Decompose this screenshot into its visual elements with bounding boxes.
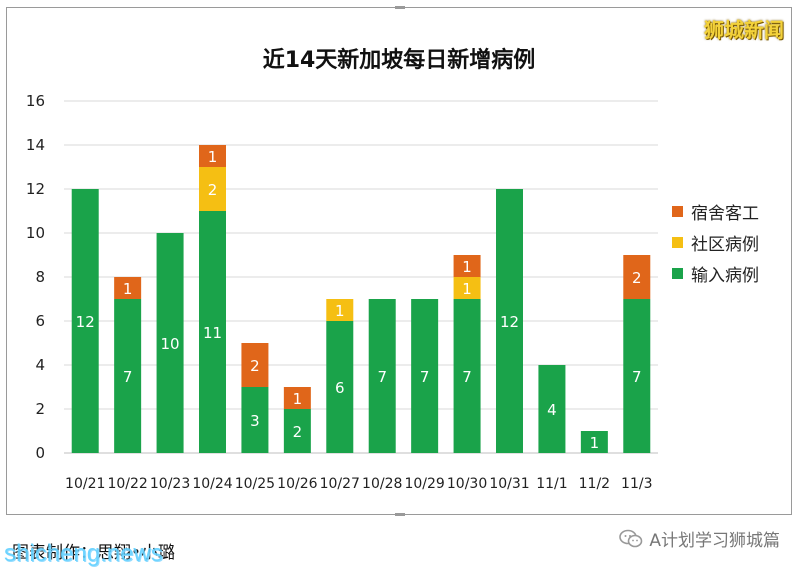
data-label: 12 bbox=[76, 313, 95, 331]
x-tick-label: 10/21 bbox=[65, 476, 105, 492]
chart-title: 近14天新加坡每日新增病例 bbox=[262, 48, 536, 73]
legend-swatch-dormitory bbox=[672, 206, 683, 217]
wechat-account: A计划学习狮城篇 bbox=[619, 526, 780, 551]
resize-handle-bottom[interactable] bbox=[395, 513, 405, 516]
bar-segment bbox=[199, 211, 226, 453]
data-label: 4 bbox=[547, 401, 557, 419]
bar-segment bbox=[580, 431, 608, 453]
bar-segment bbox=[241, 387, 269, 453]
y-tick-label: 2 bbox=[35, 400, 45, 418]
x-tick-label: 10/25 bbox=[235, 476, 275, 492]
data-label: 1 bbox=[462, 258, 472, 276]
y-tick-label: 6 bbox=[35, 312, 45, 330]
bar-segment bbox=[241, 343, 269, 387]
chart-plot: 02468101214161210/217110/221010/23112110… bbox=[26, 92, 658, 492]
legend-swatch-community bbox=[672, 237, 683, 248]
data-label: 3 bbox=[250, 412, 260, 430]
bar-segment bbox=[326, 321, 354, 453]
y-tick-label: 12 bbox=[26, 180, 45, 198]
x-tick-label: 10/23 bbox=[150, 476, 190, 492]
y-tick-label: 16 bbox=[26, 92, 45, 110]
wechat-icon bbox=[619, 529, 643, 547]
legend-item-community: 社区病例 bbox=[672, 227, 759, 258]
x-tick-label: 10/30 bbox=[447, 476, 487, 492]
x-tick-label: 10/29 bbox=[404, 476, 444, 492]
y-tick-label: 4 bbox=[35, 356, 45, 374]
data-label: 7 bbox=[377, 368, 387, 386]
bar-segment bbox=[623, 255, 651, 299]
legend-swatch-imported bbox=[672, 268, 683, 279]
data-label: 7 bbox=[462, 368, 472, 386]
bar-segment bbox=[623, 299, 651, 453]
chart-legend: 宿舍客工 社区病例 输入病例 bbox=[672, 196, 759, 289]
x-tick-label: 10/27 bbox=[320, 476, 360, 492]
watermark-logo: 狮城新闻 bbox=[704, 18, 784, 42]
bar-segment bbox=[283, 409, 311, 453]
bar-segment bbox=[453, 299, 481, 453]
bar-segment bbox=[156, 233, 184, 453]
bar-segment bbox=[199, 145, 226, 167]
bar-segment bbox=[283, 387, 311, 409]
bar-segment bbox=[326, 299, 354, 321]
bar-segment bbox=[453, 277, 481, 299]
bar-segment bbox=[114, 277, 142, 299]
data-label: 2 bbox=[632, 269, 642, 287]
x-tick-label: 11/3 bbox=[621, 476, 652, 492]
bar-segment bbox=[114, 299, 142, 453]
data-label: 1 bbox=[590, 434, 600, 452]
legend-item-dormitory: 宿舍客工 bbox=[672, 196, 759, 227]
legend-label-imported: 输入病例 bbox=[691, 266, 759, 286]
bar-segment bbox=[368, 299, 396, 453]
bar-segment bbox=[538, 365, 566, 453]
bar-segment bbox=[453, 255, 481, 277]
x-tick-label: 10/26 bbox=[277, 476, 317, 492]
chart-credit: 图表制作：思翔•小璐 bbox=[12, 543, 176, 563]
data-label: 11 bbox=[203, 324, 222, 342]
x-tick-label: 10/28 bbox=[362, 476, 402, 492]
x-tick-label: 11/1 bbox=[536, 476, 567, 492]
data-label: 6 bbox=[335, 379, 345, 397]
data-label: 2 bbox=[293, 423, 303, 441]
site-watermark: shicheng.news bbox=[4, 540, 163, 567]
legend-label-community: 社区病例 bbox=[691, 235, 759, 255]
resize-handle-top[interactable] bbox=[395, 6, 405, 9]
legend-label-dormitory: 宿舍客工 bbox=[691, 204, 759, 224]
data-label: 1 bbox=[208, 148, 218, 166]
x-tick-label: 10/22 bbox=[107, 476, 147, 492]
y-tick-label: 8 bbox=[35, 268, 45, 286]
data-label: 7 bbox=[420, 368, 430, 386]
y-tick-label: 0 bbox=[35, 444, 45, 462]
y-tick-label: 14 bbox=[26, 136, 45, 154]
legend-item-imported: 输入病例 bbox=[672, 258, 759, 289]
data-label: 7 bbox=[632, 368, 642, 386]
data-label: 1 bbox=[123, 280, 133, 298]
x-tick-label: 11/2 bbox=[579, 476, 610, 492]
bar-segment bbox=[411, 299, 439, 453]
data-label: 1 bbox=[462, 280, 472, 298]
data-label: 12 bbox=[500, 313, 519, 331]
data-label: 2 bbox=[208, 181, 218, 199]
data-label: 10 bbox=[161, 335, 180, 353]
x-tick-label: 10/31 bbox=[489, 476, 529, 492]
bar-segment bbox=[199, 167, 226, 211]
data-label: 7 bbox=[123, 368, 133, 386]
bar-segment bbox=[496, 189, 523, 453]
x-tick-label: 10/24 bbox=[192, 476, 232, 492]
data-label: 1 bbox=[293, 390, 303, 408]
data-label: 2 bbox=[250, 357, 260, 375]
wechat-label: A计划学习狮城篇 bbox=[649, 531, 780, 551]
bar-segment bbox=[71, 189, 99, 453]
data-label: 1 bbox=[335, 302, 345, 320]
y-tick-label: 10 bbox=[26, 224, 45, 242]
